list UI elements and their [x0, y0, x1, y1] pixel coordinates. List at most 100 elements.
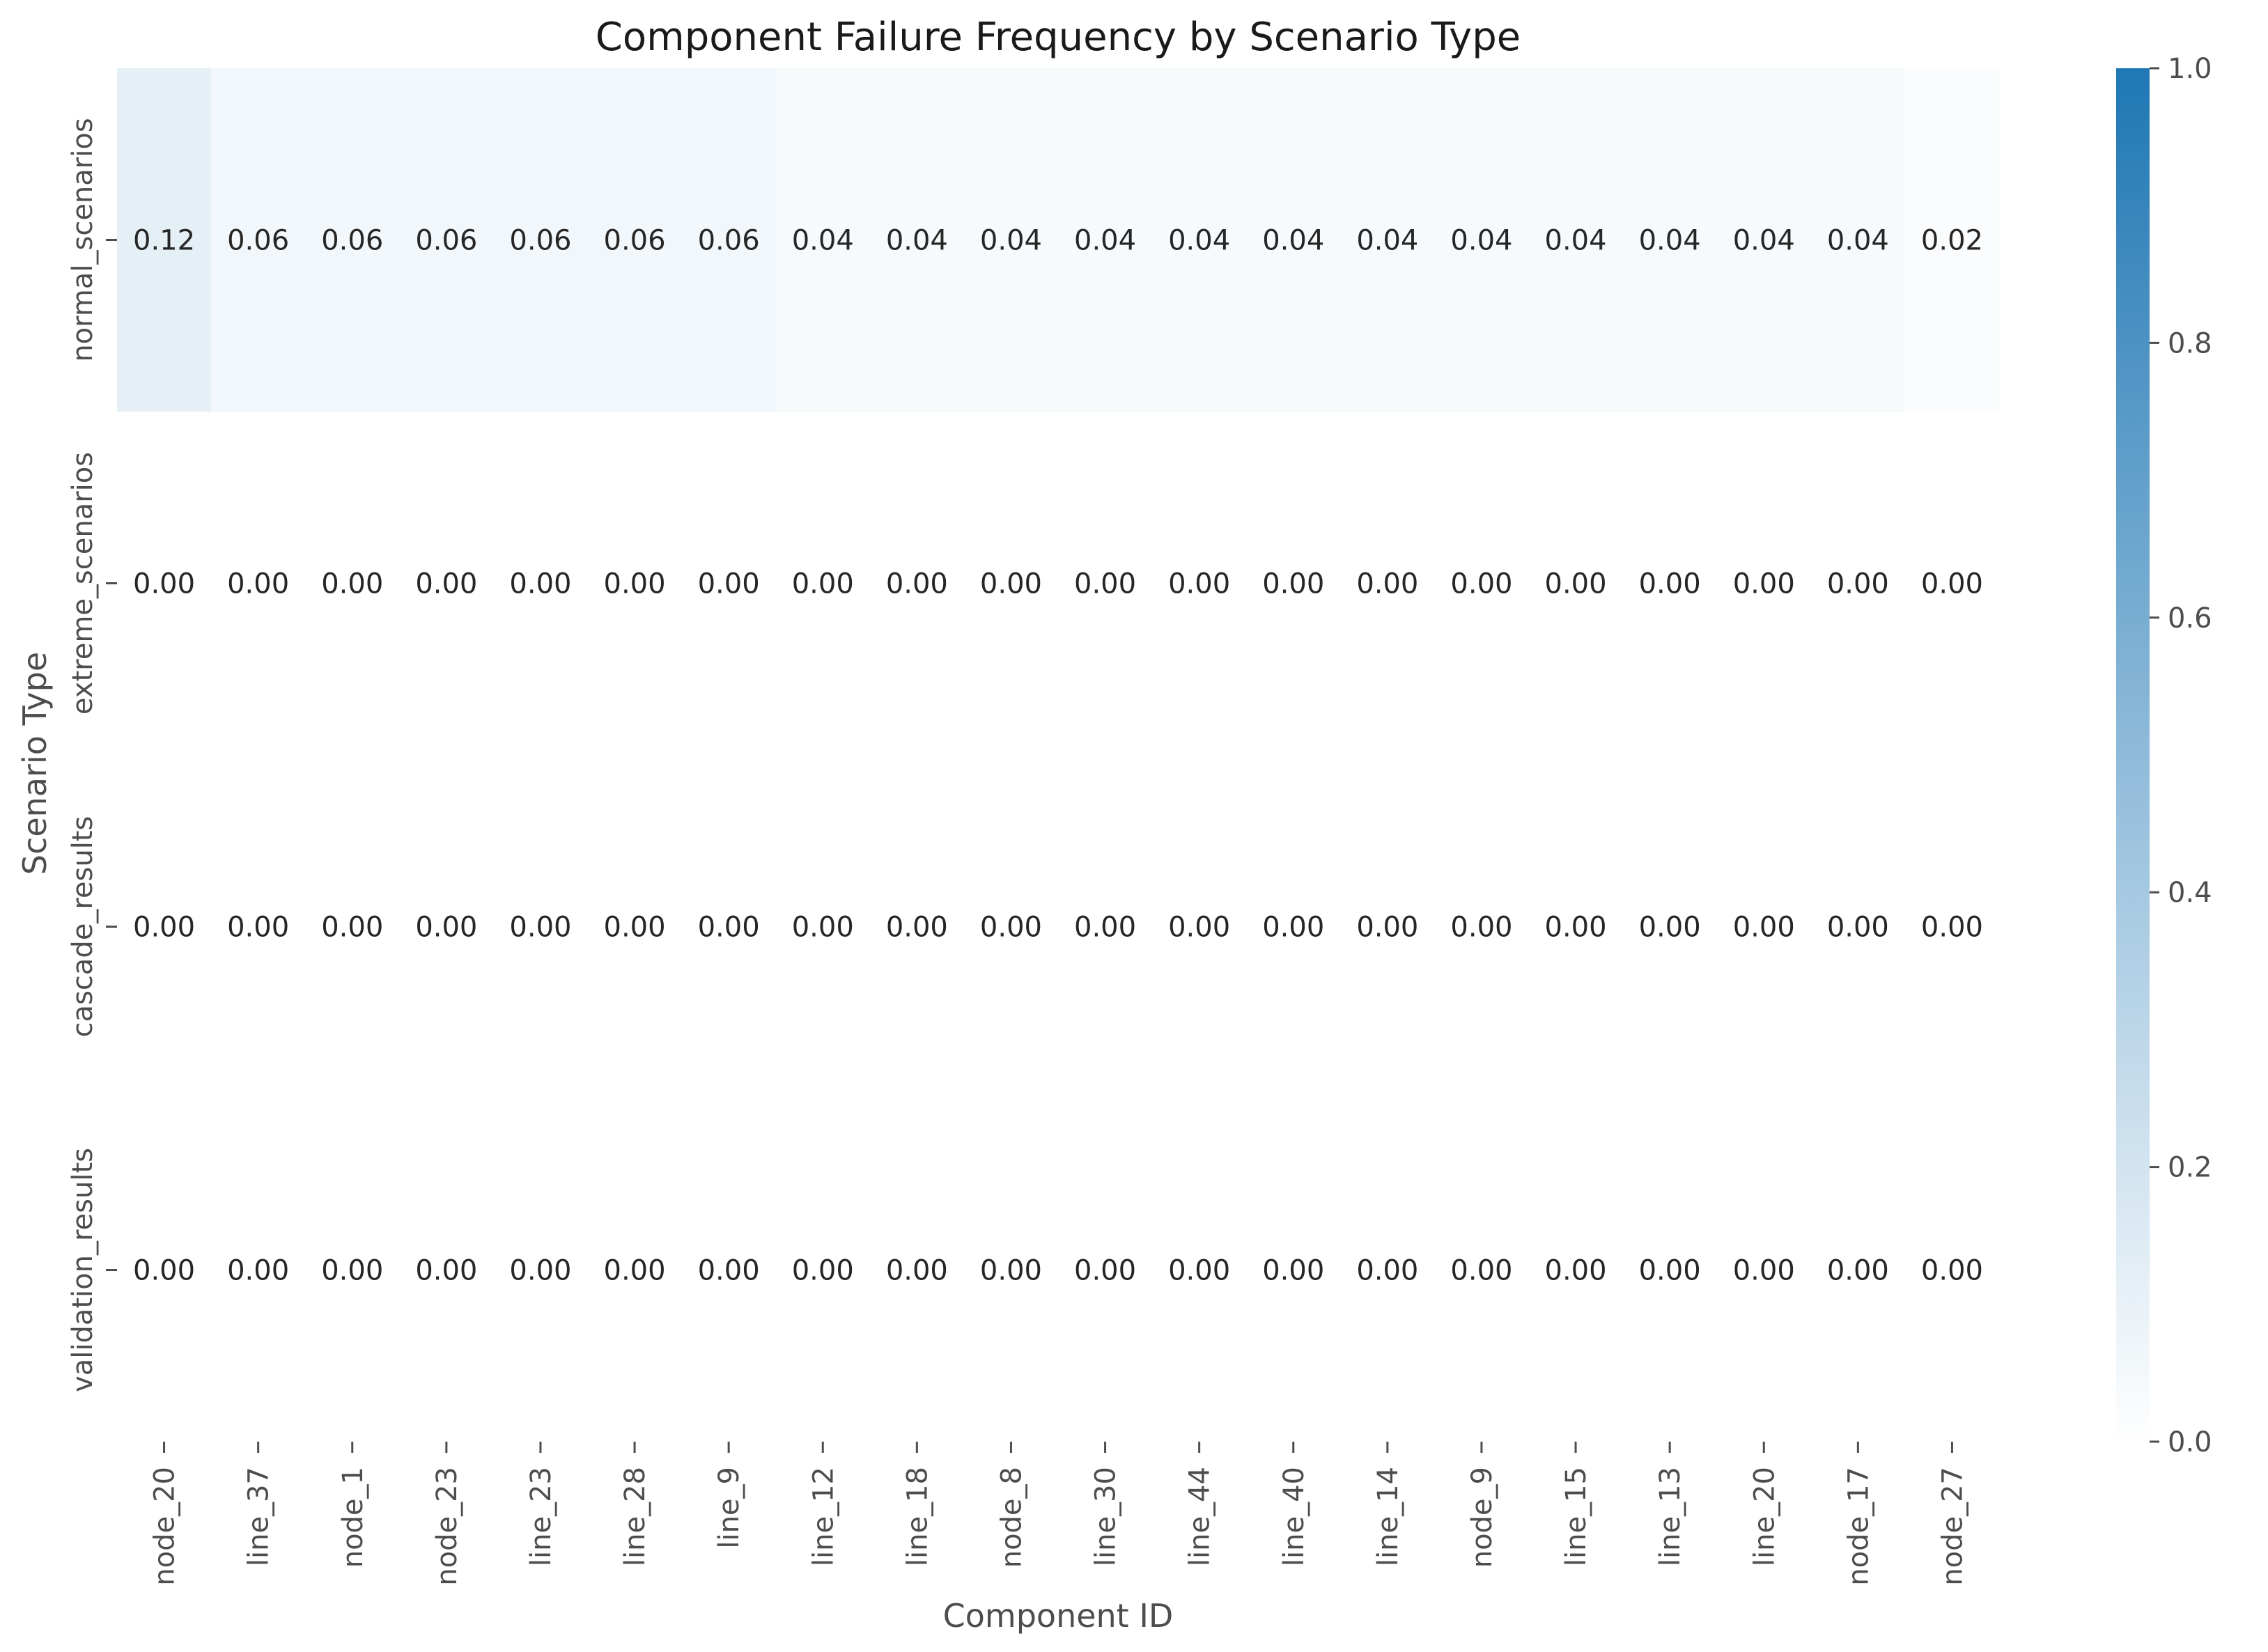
heatmap-cell [869, 68, 965, 412]
heatmap-cell [1340, 68, 1435, 412]
cell-value-label: 0.04 [1356, 225, 1418, 257]
cell-value-label: 0.00 [133, 912, 195, 944]
x-tick-label: node_8 [995, 1467, 1027, 1568]
heatmap-cell [117, 412, 212, 756]
heatmap-cell [1246, 412, 1341, 756]
heatmap-cell [493, 1098, 589, 1442]
colorbar-tick-label: 1.0 [2168, 53, 2212, 85]
heatmap-cell [1340, 1098, 1435, 1442]
colorbar-tick-label: 0.8 [2168, 327, 2212, 359]
heatmap-cell [1622, 68, 1718, 412]
x-tick-label: line_14 [1372, 1467, 1404, 1566]
cell-value-label: 0.00 [1827, 912, 1889, 944]
heatmap-cell [1810, 68, 1906, 412]
heatmap-cell [1810, 412, 1906, 756]
x-tick-label: line_15 [1560, 1467, 1592, 1566]
cell-value-label: 0.00 [604, 1255, 666, 1287]
cell-value-label: 0.00 [321, 568, 383, 600]
cell-value-label: 0.00 [1827, 568, 1889, 600]
colorbar-tick-label: 0.0 [2168, 1426, 2212, 1458]
cell-value-label: 0.00 [980, 912, 1042, 944]
colorbar-tick-label: 0.4 [2168, 877, 2212, 909]
cell-value-label: 0.00 [509, 1255, 571, 1287]
heatmap-cell [493, 68, 589, 412]
heatmap-cell [1058, 68, 1153, 412]
cell-value-label: 0.00 [321, 912, 383, 944]
cell-value-label: 0.04 [1450, 225, 1512, 257]
heatmap-cell [681, 755, 777, 1099]
cell-value-label: 0.00 [698, 912, 760, 944]
cell-value-label: 0.00 [886, 1255, 948, 1287]
heatmap-cell [1434, 755, 1530, 1099]
heatmap-cell [117, 68, 212, 412]
heatmap-cell [587, 1098, 683, 1442]
heatmap-cell [1152, 68, 1247, 412]
cell-value-label: 0.00 [1921, 912, 1983, 944]
cell-value-label: 0.00 [1168, 912, 1230, 944]
heatmap-cell [587, 755, 683, 1099]
heatmap-cell [587, 412, 683, 756]
cell-value-label: 0.00 [698, 1255, 760, 1287]
heatmap-cell [211, 68, 306, 412]
cell-value-label: 0.00 [886, 568, 948, 600]
cell-value-label: 0.00 [1921, 568, 1983, 600]
colorbar-gradient [2116, 68, 2150, 1442]
heatmap-cell [1622, 755, 1718, 1099]
heatmap-cell [1904, 1098, 2000, 1442]
heatmap-cell [493, 755, 589, 1099]
heatmap-cell [963, 68, 1059, 412]
x-tick-label: node_27 [1936, 1467, 1968, 1586]
heatmap-cell [1434, 1098, 1530, 1442]
heatmap-cell [211, 412, 306, 756]
heatmap-cell [869, 412, 965, 756]
cell-value-label: 0.00 [227, 912, 289, 944]
heatmap-cell [399, 1098, 494, 1442]
cell-value-label: 0.06 [321, 225, 383, 257]
heatmap-cell [1622, 412, 1718, 756]
cell-value-label: 0.00 [1356, 568, 1418, 600]
heatmap-cell [1528, 412, 1624, 756]
cell-value-label: 0.00 [1545, 912, 1607, 944]
x-axis-label: Component ID [943, 1597, 1174, 1635]
heatmap-cell [305, 1098, 400, 1442]
x-tick-label: line_30 [1090, 1467, 1122, 1566]
heatmap-cell [1716, 68, 1812, 412]
cell-value-label: 0.00 [1639, 1255, 1701, 1287]
cell-value-label: 0.04 [1733, 225, 1795, 257]
cell-value-label: 0.00 [980, 1255, 1042, 1287]
heatmap-cell [117, 755, 212, 1099]
cell-value-label: 0.04 [1545, 225, 1607, 257]
heatmap-cell [1810, 1098, 1906, 1442]
heatmap-cell [211, 755, 306, 1099]
heatmap-cell [963, 1098, 1059, 1442]
cell-value-label: 0.00 [604, 568, 666, 600]
cell-value-label: 0.00 [1074, 568, 1136, 600]
heatmap-cell [1058, 755, 1153, 1099]
cell-value-label: 0.04 [792, 225, 854, 257]
heatmap-cell [869, 1098, 965, 1442]
heatmap-cell [1528, 1098, 1624, 1442]
cell-value-label: 0.06 [415, 225, 477, 257]
heatmap-cell [1904, 755, 2000, 1099]
y-tick-label: extreme_scenarios [67, 452, 99, 715]
x-tick-label: line_20 [1748, 1467, 1780, 1566]
cell-value-label: 0.00 [1074, 912, 1136, 944]
cell-value-label: 0.00 [1262, 568, 1324, 600]
heatmap-cell [1904, 412, 2000, 756]
cell-value-label: 0.00 [1545, 568, 1607, 600]
heatmap-cell [1246, 1098, 1341, 1442]
cell-value-label: 0.00 [604, 912, 666, 944]
cell-value-label: 0.00 [1827, 1255, 1889, 1287]
cell-value-label: 0.00 [133, 568, 195, 600]
cell-value-label: 0.06 [698, 225, 760, 257]
cell-value-label: 0.00 [1262, 912, 1324, 944]
cell-value-label: 0.00 [227, 568, 289, 600]
cell-value-label: 0.06 [604, 225, 666, 257]
x-tick-label: line_37 [243, 1467, 275, 1566]
cell-value-label: 0.00 [1450, 568, 1512, 600]
y-tick-label: cascade_results [67, 816, 99, 1038]
cell-value-label: 0.00 [1356, 912, 1418, 944]
heatmap-cell [1152, 1098, 1247, 1442]
cell-value-label: 0.00 [133, 1255, 195, 1287]
